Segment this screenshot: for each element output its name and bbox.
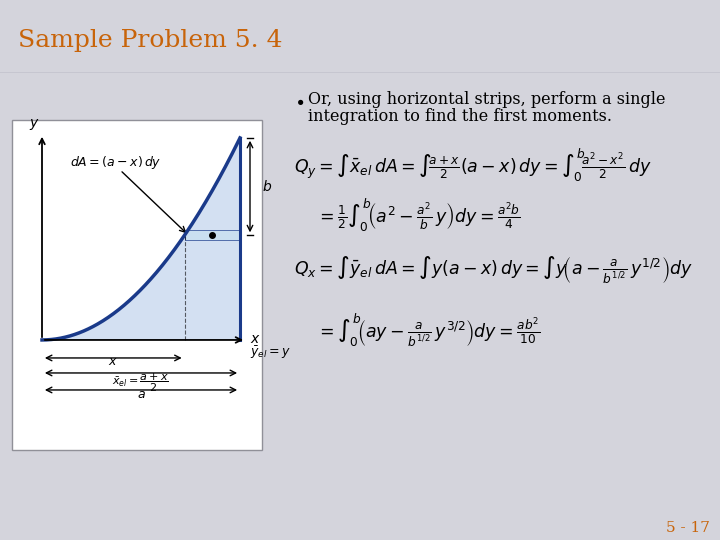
- Text: 5 - 17: 5 - 17: [666, 521, 710, 535]
- Text: $= \frac{1}{2}\int_0^b\!\left(a^2 - \frac{a^2}{b}\,y\right)dy= \frac{a^2 b}{4}$: $= \frac{1}{2}\int_0^b\!\left(a^2 - \fra…: [316, 197, 521, 234]
- Bar: [184, 230, 240, 240]
- Text: $Q_y = \int \bar{x}_{el}\,dA = \int\!\frac{a+x}{2}(a-x)\,dy= \int_0^b\!\frac{a^2: $Q_y = \int \bar{x}_{el}\,dA = \int\!\fr…: [294, 147, 652, 184]
- Text: $\bar{x}_{el} = \dfrac{a+x}{2}$: $\bar{x}_{el} = \dfrac{a+x}{2}$: [112, 371, 169, 394]
- Text: Or, using horizontal strips, perform a single: Or, using horizontal strips, perform a s…: [308, 91, 665, 108]
- Text: $Q_x = \int \bar{y}_{el}\,dA = \int y(a-x)\,dy= \int y\!\left(a - \frac{a}{b^{1/: $Q_x = \int \bar{y}_{el}\,dA = \int y(a-…: [294, 255, 693, 286]
- Text: $x$: $x$: [109, 355, 118, 368]
- Text: $\bullet$: $\bullet$: [294, 92, 305, 110]
- Polygon shape: [42, 138, 240, 340]
- Text: $\bar{y}_{el} = y$: $\bar{y}_{el} = y$: [250, 345, 291, 361]
- Text: Sample Problem 5. 4: Sample Problem 5. 4: [18, 29, 282, 52]
- Text: $dA = (a - x)\,dy$: $dA = (a - x)\,dy$: [70, 154, 161, 171]
- Text: $a$: $a$: [137, 388, 145, 401]
- Text: $y$: $y$: [29, 117, 40, 132]
- Text: $x$: $x$: [250, 332, 261, 346]
- Text: $= \int_0^b\!\left(ay - \frac{a}{b^{1/2}}\,y^{3/2}\right)dy= \frac{ab^2}{10}$: $= \int_0^b\!\left(ay - \frac{a}{b^{1/2}…: [316, 312, 541, 349]
- Text: integration to find the first moments.: integration to find the first moments.: [308, 108, 612, 125]
- Text: $b$: $b$: [262, 179, 272, 194]
- FancyBboxPatch shape: [12, 120, 262, 450]
